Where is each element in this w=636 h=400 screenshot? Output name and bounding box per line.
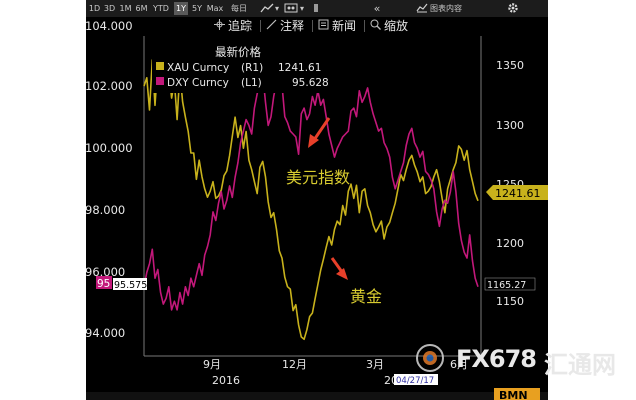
toolbar-divider bbox=[312, 20, 313, 32]
gold-series-line bbox=[143, 44, 479, 341]
chart-window: 1D 3D 1M 6M YTD 1Y 5Y Max 每日 ▾ ▾ « 图表内容 bbox=[86, 0, 548, 400]
left-tick-label: 100.000 bbox=[86, 141, 133, 155]
date-stamp-box bbox=[394, 374, 438, 385]
gear-icon[interactable] bbox=[506, 2, 520, 15]
legend-series-axis: (L1) bbox=[241, 77, 262, 89]
period-6m[interactable]: 6M bbox=[135, 4, 148, 13]
dxy-series-line bbox=[143, 64, 479, 311]
dxy-left-tag: 95 95.575 bbox=[96, 276, 147, 291]
legend-swatch-gold bbox=[156, 62, 164, 70]
news-icon bbox=[318, 18, 330, 35]
dxy-last-price: 95.575 bbox=[114, 280, 147, 291]
gold-arrow bbox=[330, 257, 348, 280]
dxy-annotation: 美元指数 bbox=[286, 168, 350, 187]
legend: 最新价格 XAU Curncy (R1) 1241.61 DXY Curncy … bbox=[152, 40, 342, 93]
right-tick-label: 1350 bbox=[496, 59, 524, 72]
period-3d[interactable]: 3D bbox=[103, 4, 116, 13]
x-year-label: 2016 bbox=[212, 374, 240, 387]
gold-last-price: 1241.61 bbox=[495, 187, 541, 200]
right-tick-label: 1150 bbox=[496, 295, 524, 308]
date-stamp: 04/27/17 bbox=[396, 376, 434, 386]
settings-small-icon[interactable] bbox=[311, 2, 321, 15]
gold-marker-tag: 1165.27 bbox=[484, 277, 536, 291]
style-dropdown[interactable]: ▾ bbox=[299, 4, 304, 13]
toolbar-divider bbox=[260, 20, 261, 32]
legend-series-value: 95.628 bbox=[292, 77, 329, 89]
right-axis-ticks: 1350 1300 1250 1200 1150 bbox=[496, 59, 524, 308]
x-tick-label: 6月 bbox=[450, 358, 468, 371]
period-ytd[interactable]: YTD bbox=[153, 4, 169, 13]
dxy-left-prefix: 95 bbox=[97, 278, 110, 290]
right-tick-label: 1300 bbox=[496, 119, 524, 132]
watermark-cn: 汇通网 bbox=[544, 351, 616, 379]
left-tick-label: 94.000 bbox=[86, 326, 125, 340]
collapse-button[interactable]: « bbox=[373, 2, 381, 15]
line-chart-icon[interactable] bbox=[260, 2, 274, 15]
legend-swatch-dxy bbox=[156, 77, 164, 85]
left-tick-label: 98.000 bbox=[86, 203, 125, 217]
legend-box bbox=[152, 40, 342, 93]
gold-last-price-tag: 1241.61 bbox=[486, 185, 548, 200]
chart-canvas: 104.000 102.000 100.000 98.000 96.000 94… bbox=[86, 19, 548, 400]
news-button[interactable]: 新闻 bbox=[332, 19, 357, 33]
period-1d[interactable]: 1D bbox=[88, 4, 101, 13]
period-1m[interactable]: 1M bbox=[119, 4, 132, 13]
frequency-select[interactable]: 每日 bbox=[231, 4, 247, 13]
x-tick-label: 12月 bbox=[282, 358, 307, 371]
gold-marker-price: 1165.27 bbox=[487, 280, 526, 291]
table-icon[interactable] bbox=[416, 2, 428, 15]
chart-type-dropdown[interactable]: ▾ bbox=[274, 4, 279, 13]
footer-logo-box bbox=[494, 388, 540, 400]
bottom-strip bbox=[86, 392, 548, 400]
x-tick-label: 9月 bbox=[203, 358, 221, 371]
left-tick-label: 96.000 bbox=[86, 265, 125, 279]
left-tick-label: 104.000 bbox=[86, 19, 133, 33]
legend-series-name: XAU Curncy bbox=[167, 62, 229, 74]
left-axis-ticks: 104.000 102.000 100.000 98.000 96.000 94… bbox=[86, 19, 133, 340]
x-tick-label: 3月 bbox=[366, 358, 384, 371]
annotate-icon bbox=[266, 18, 278, 35]
x-axis-ticks: 9月 12月 3月 6月 2016 2017 bbox=[203, 358, 468, 387]
annotate-button[interactable]: 注释 bbox=[280, 19, 305, 33]
legend-series-value: 1241.61 bbox=[278, 62, 321, 74]
legend-title: 最新价格 bbox=[215, 45, 261, 59]
tool-toolbar: 追踪 注释 新闻 缩放 bbox=[86, 17, 548, 36]
gold-annotation: 黄金 bbox=[350, 287, 382, 306]
move-icon bbox=[214, 18, 226, 35]
dxy-arrow bbox=[308, 117, 331, 148]
period-1y[interactable]: 1Y bbox=[174, 2, 188, 15]
legend-series-name: DXY Curncy bbox=[167, 77, 229, 89]
legend-series-axis: (R1) bbox=[241, 62, 263, 74]
watermark-latin: FX678 bbox=[456, 345, 537, 373]
period-toolbar: 1D 3D 1M 6M YTD 1Y 5Y Max 每日 ▾ ▾ « 图表内容 bbox=[86, 0, 548, 17]
style-icon[interactable] bbox=[284, 2, 298, 15]
chart-content-button[interactable]: 图表内容 bbox=[430, 4, 462, 13]
right-tick-label: 1200 bbox=[496, 237, 524, 250]
period-max[interactable]: Max bbox=[206, 4, 224, 13]
fx678-logo bbox=[416, 344, 444, 372]
footer-logo: BMN bbox=[499, 389, 528, 400]
track-button[interactable]: 追踪 bbox=[228, 19, 253, 33]
toolbar-divider bbox=[364, 20, 365, 32]
left-tick-label: 102.000 bbox=[86, 79, 133, 93]
zoom-icon bbox=[370, 18, 382, 35]
zoom-button[interactable]: 缩放 bbox=[384, 19, 409, 33]
period-5y[interactable]: 5Y bbox=[192, 4, 202, 13]
